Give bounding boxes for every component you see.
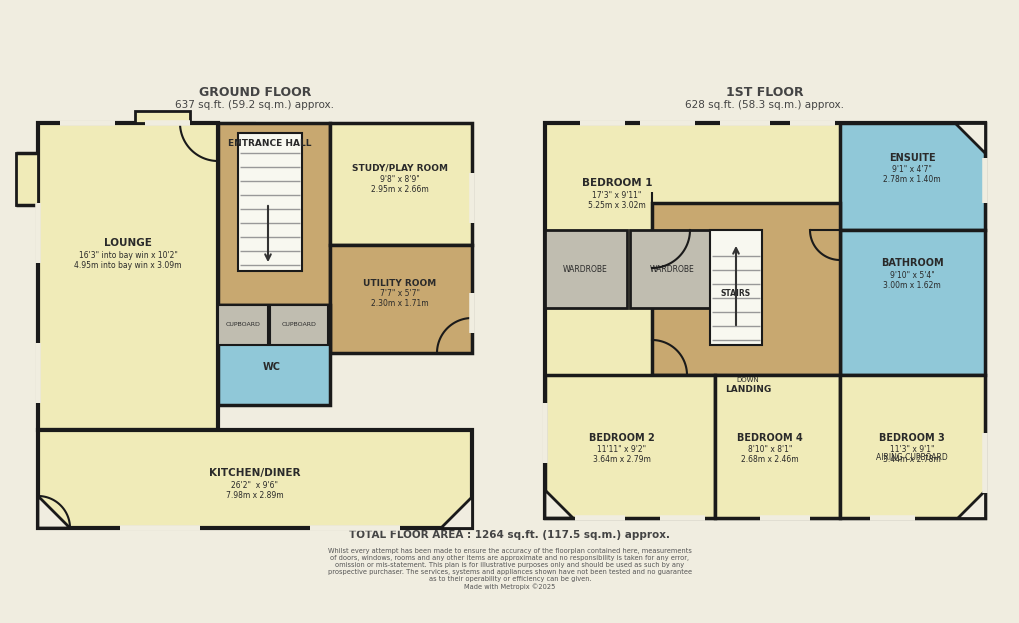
Polygon shape xyxy=(544,490,573,518)
Text: 628 sq.ft. (58.3 sq.m.) approx.: 628 sq.ft. (58.3 sq.m.) approx. xyxy=(685,100,844,110)
Text: 3.00m x 1.62m: 3.00m x 1.62m xyxy=(882,280,940,290)
Bar xyxy=(544,123,984,518)
Text: 26'2"  x 9'6": 26'2" x 9'6" xyxy=(231,480,278,490)
Text: 2.68m x 2.46m: 2.68m x 2.46m xyxy=(741,455,798,465)
Bar xyxy=(218,305,330,405)
Bar xyxy=(38,123,218,430)
Text: 2.78m x 1.40m: 2.78m x 1.40m xyxy=(882,176,940,184)
Text: 3.64m x 2.79m: 3.64m x 2.79m xyxy=(592,455,650,465)
Bar xyxy=(714,375,840,518)
Text: UTILITY ROOM: UTILITY ROOM xyxy=(363,278,436,287)
Text: 9'10" x 5'4": 9'10" x 5'4" xyxy=(889,270,933,280)
Text: 637 sq.ft. (59.2 sq.m.) approx.: 637 sq.ft. (59.2 sq.m.) approx. xyxy=(175,100,334,110)
Text: 1ST FLOOR: 1ST FLOOR xyxy=(726,87,803,100)
Text: BEDROOM 2: BEDROOM 2 xyxy=(589,433,654,443)
Text: 9'1" x 4'7": 9'1" x 4'7" xyxy=(892,166,931,174)
Text: DOWN: DOWN xyxy=(736,377,758,383)
Text: 11'11" x 9'2": 11'11" x 9'2" xyxy=(597,445,646,455)
Text: KITCHEN/DINER: KITCHEN/DINER xyxy=(209,468,301,478)
Bar xyxy=(630,230,711,308)
Bar xyxy=(330,123,472,245)
Text: 2.30m x 1.71m: 2.30m x 1.71m xyxy=(371,300,428,308)
Text: STUDY/PLAY ROOM: STUDY/PLAY ROOM xyxy=(352,163,447,173)
Bar xyxy=(135,111,190,123)
Bar xyxy=(840,375,984,518)
Text: LOUNGE: LOUNGE xyxy=(104,238,152,248)
Bar xyxy=(840,230,984,375)
Text: 7.98m x 2.89m: 7.98m x 2.89m xyxy=(226,490,283,500)
Bar xyxy=(218,305,268,345)
Text: CUPBOARD: CUPBOARD xyxy=(225,323,260,328)
Polygon shape xyxy=(38,496,70,528)
Bar xyxy=(330,245,472,353)
Bar xyxy=(544,375,714,518)
Bar xyxy=(651,203,840,375)
Text: 3.44m x 2.78m: 3.44m x 2.78m xyxy=(882,455,940,465)
Bar xyxy=(840,375,984,518)
Text: TOTAL FLOOR AREA : 1264 sq.ft. (117.5 sq.m.) approx.: TOTAL FLOOR AREA : 1264 sq.ft. (117.5 sq… xyxy=(350,530,669,540)
Text: AIRING CUPBOARD: AIRING CUPBOARD xyxy=(875,454,947,462)
Polygon shape xyxy=(439,496,472,528)
Text: 7'7" x 5'7": 7'7" x 5'7" xyxy=(380,290,420,298)
Text: 16'3" into bay win x 10'2": 16'3" into bay win x 10'2" xyxy=(78,252,177,260)
Bar xyxy=(544,230,627,308)
Polygon shape xyxy=(956,490,984,518)
Text: 17'3" x 9'11": 17'3" x 9'11" xyxy=(592,191,641,199)
Bar xyxy=(270,305,328,345)
Bar xyxy=(709,230,761,345)
Text: 11'3" x 9'1": 11'3" x 9'1" xyxy=(889,445,933,455)
Text: ENTRANCE HALL: ENTRANCE HALL xyxy=(228,138,312,148)
Bar xyxy=(38,430,472,528)
Bar xyxy=(237,133,302,271)
Text: 2.95m x 2.66m: 2.95m x 2.66m xyxy=(371,184,428,194)
Text: STAIRS: STAIRS xyxy=(720,288,750,298)
Text: 8'10" x 8'1": 8'10" x 8'1" xyxy=(747,445,792,455)
Bar xyxy=(16,153,38,205)
Text: WC: WC xyxy=(263,362,280,372)
Text: CUPBOARD: CUPBOARD xyxy=(281,323,316,328)
Text: 5.25m x 3.02m: 5.25m x 3.02m xyxy=(588,201,645,209)
Text: 4.95m into bay win x 3.09m: 4.95m into bay win x 3.09m xyxy=(74,262,181,270)
Text: WARDROBE: WARDROBE xyxy=(649,265,694,273)
Bar xyxy=(840,123,984,230)
Text: BEDROOM 3: BEDROOM 3 xyxy=(878,433,944,443)
Text: Whilst every attempt has been made to ensure the accuracy of the floorplan conta: Whilst every attempt has been made to en… xyxy=(328,548,691,590)
Text: LANDING: LANDING xyxy=(725,386,770,394)
Text: GROUND FLOOR: GROUND FLOOR xyxy=(199,87,311,100)
Text: BATHROOM: BATHROOM xyxy=(879,258,943,268)
Text: WARDROBE: WARDROBE xyxy=(562,265,606,273)
Text: 9'8" x 8'9": 9'8" x 8'9" xyxy=(380,174,420,184)
Polygon shape xyxy=(954,123,984,153)
Text: BEDROOM 1: BEDROOM 1 xyxy=(581,178,651,188)
Text: BEDROOM 4: BEDROOM 4 xyxy=(737,433,802,443)
Text: ENSUITE: ENSUITE xyxy=(888,153,934,163)
Bar xyxy=(218,123,330,305)
